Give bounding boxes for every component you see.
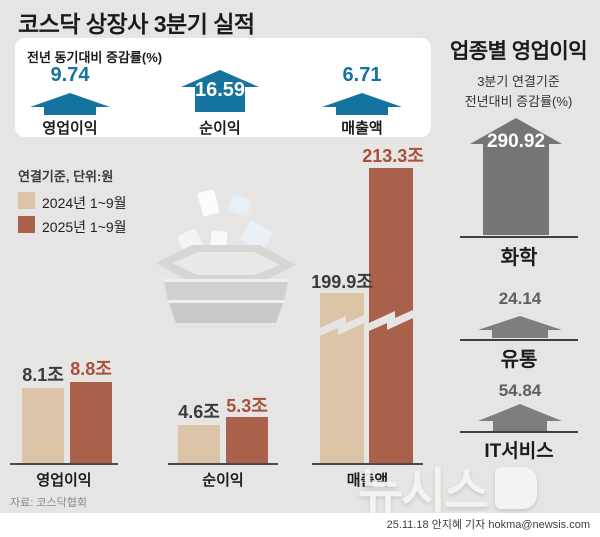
bar-2025-operating-profit <box>70 382 112 464</box>
summary-item-label: 순이익 <box>199 120 241 137</box>
bar-value-2025-revenue: 213.3조 <box>362 146 424 166</box>
summary-item-operating-profit: 9.74 영업이익 <box>15 64 125 137</box>
legend-note: 연결기준, 단위:원 <box>18 169 114 184</box>
up-arrow-icon <box>30 93 110 115</box>
industry-panel-subtitle-1: 3분기 연결기준 <box>477 74 560 89</box>
axis-line <box>168 463 278 465</box>
summary-item-revenue: 6.71 매출액 <box>307 64 417 137</box>
legend-label-2025: 2025년 1~9월 <box>42 219 127 235</box>
bar-2024-net-profit <box>178 425 220 464</box>
money-bowl-illustration <box>156 189 296 323</box>
up-arrow-icon <box>478 316 562 338</box>
industry-panel-subtitle-2: 전년대비 증감률(%) <box>464 94 573 109</box>
axis-break-icon <box>369 310 413 331</box>
page-title: 코스닥 상장사 3분기 실적 <box>18 11 255 37</box>
up-arrow-icon <box>322 93 402 115</box>
bar-value-2024-net-profit: 4.6조 <box>178 402 220 422</box>
category-label-revenue: 매출액 <box>346 472 389 489</box>
bar-2025-net-profit <box>226 417 268 464</box>
bar-value-2025-operating-profit: 8.8조 <box>70 359 112 379</box>
industry-value-chemical: 290.92 <box>486 131 546 152</box>
industry-label-it-service: IT서비스 <box>484 441 554 462</box>
summary-item-net-profit: 16.59 순이익 <box>165 64 275 137</box>
summary-item-label: 영업이익 <box>42 120 98 137</box>
industry-label-distribution: 유통 <box>500 349 538 371</box>
bar-value-2024-revenue: 199.9조 <box>311 272 373 292</box>
axis-line <box>460 339 578 341</box>
category-label-net-profit: 순이익 <box>202 472 244 489</box>
category-label-operating-profit: 영업이익 <box>36 472 92 489</box>
industry-panel-title: 업종별 영업이익 <box>449 40 588 63</box>
revenue-growth-value: 6.71 <box>342 64 382 86</box>
net-profit-growth-value: 16.59 <box>194 79 246 101</box>
axis-line <box>10 463 118 465</box>
newsis-logo-icon <box>495 466 538 509</box>
newsis-logo-text: 뉴시스 <box>358 465 489 519</box>
newsis-watermark: 뉴시스 <box>358 452 538 523</box>
summary-note: 전년 동기대비 증감률(%) <box>27 50 163 65</box>
up-arrow-icon <box>478 404 562 432</box>
industry-value-distribution: 24.14 <box>498 289 542 308</box>
legend-swatch-2024 <box>18 192 35 209</box>
bar-2024-operating-profit <box>22 388 64 464</box>
summary-item-label: 매출액 <box>341 120 383 137</box>
credit-bar: 25.11.18 안지혜 기자 hokma@newsis.com <box>0 513 600 537</box>
industry-label-chemical: 화학 <box>500 247 538 269</box>
bar-value-2024-operating-profit: 8.1조 <box>22 365 64 385</box>
bar-value-2025-net-profit: 5.3조 <box>226 396 268 416</box>
up-arrow-icon <box>181 70 259 112</box>
source-text: 자료: 코스닥협회 <box>10 497 87 509</box>
axis-line <box>460 431 578 433</box>
up-arrow-icon <box>470 118 562 235</box>
industry-value-it-service: 54.84 <box>498 381 542 400</box>
axis-line <box>312 463 423 465</box>
axis-break-icon <box>320 315 364 336</box>
legend-label-2024: 2024년 1~9월 <box>42 195 127 211</box>
summary-box: 전년 동기대비 증감률(%) 9.74 영업이익 16.59 순이익 6.71 … <box>15 38 431 137</box>
legend-swatch-2025 <box>18 216 35 233</box>
operating-profit-growth-value: 9.74 <box>50 64 90 86</box>
axis-line <box>460 236 578 238</box>
